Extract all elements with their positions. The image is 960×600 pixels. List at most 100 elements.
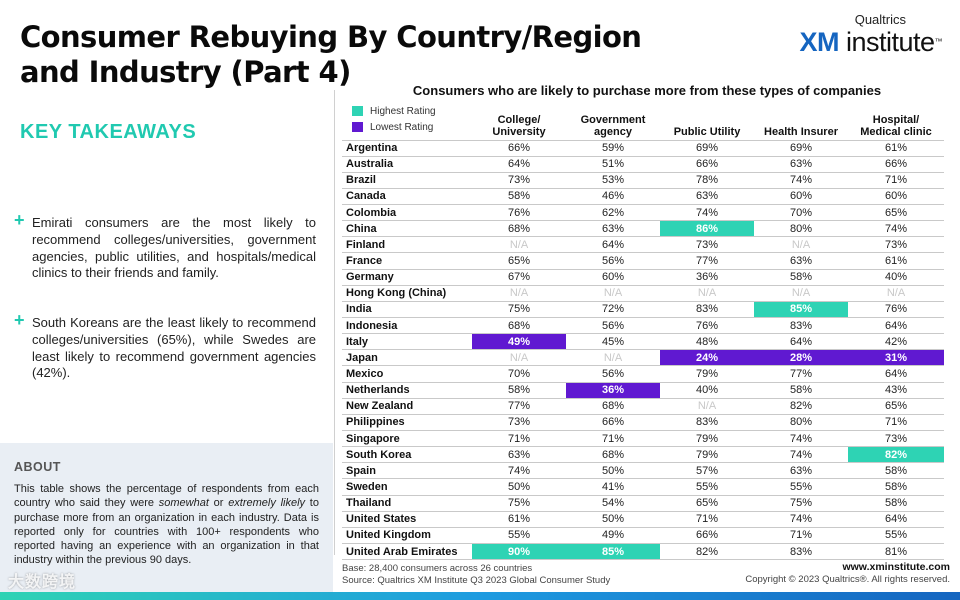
value-cell: 74% — [754, 446, 848, 464]
value-cell: 61% — [848, 252, 944, 270]
table-row: Philippines 73% 66% 83% 80% 71% — [342, 414, 944, 432]
ratings-table: College/University Government agency Publ… — [342, 108, 944, 561]
footer-base: Base: 28,400 consumers across 26 countri… — [342, 563, 533, 574]
value-cell: 69% — [660, 139, 754, 157]
lowest-rating-cell: 36% — [566, 382, 660, 399]
value-cell: 58% — [848, 462, 944, 480]
value-cell: 36% — [660, 269, 754, 286]
table-row: Spain 74% 50% 57% 63% 58% — [342, 462, 944, 480]
table-row: Netherlands 58% 36% 40% 58% 43% — [342, 382, 944, 399]
value-cell: 41% — [566, 478, 660, 496]
header-col-4: Hospital/Medical clinic — [860, 113, 932, 138]
country-cell: United Kingdom — [342, 527, 472, 545]
value-cell: 74% — [660, 204, 754, 222]
value-cell: 71% — [754, 527, 848, 545]
country-cell: Colombia — [342, 204, 472, 222]
value-cell: 58% — [472, 382, 566, 399]
divider — [334, 90, 335, 555]
value-cell: 45% — [566, 333, 660, 351]
value-cell: 73% — [848, 430, 944, 448]
table-row: United Kingdom 55% 49% 66% 71% 55% — [342, 527, 944, 545]
value-cell: 64% — [472, 156, 566, 173]
value-cell: 78% — [660, 172, 754, 189]
value-cell: 68% — [472, 220, 566, 238]
value-cell: N/A — [566, 349, 660, 367]
table-row: Argentina 66% 59% 69% 69% 61% — [342, 139, 944, 157]
legend-highest: Highest Rating — [352, 103, 436, 119]
value-cell: N/A — [472, 285, 566, 302]
value-cell: 66% — [566, 414, 660, 432]
value-cell: 66% — [472, 139, 566, 157]
country-cell: Netherlands — [342, 382, 472, 399]
footer-copyright: Copyright © 2023 Qualtrics®. All rights … — [745, 573, 950, 585]
country-cell: Singapore — [342, 430, 472, 448]
header-country — [342, 108, 472, 140]
legend-lowest-swatch — [352, 122, 363, 132]
about-text-part: or — [208, 497, 229, 510]
value-cell: 71% — [472, 430, 566, 448]
country-cell: Germany — [342, 269, 472, 286]
value-cell: 62% — [566, 204, 660, 222]
value-cell: N/A — [754, 285, 848, 302]
value-cell: 75% — [754, 495, 848, 512]
table-row: Indonesia 68% 56% 76% 83% 64% — [342, 317, 944, 335]
logo-xm: XM — [799, 27, 839, 57]
value-cell: 56% — [566, 365, 660, 383]
value-cell: 74% — [472, 462, 566, 480]
value-cell: 83% — [660, 414, 754, 432]
value-cell: 58% — [472, 188, 566, 206]
about-text-part: to purchase more from an organization in… — [14, 497, 319, 567]
value-cell: 75% — [472, 495, 566, 512]
value-cell: 40% — [848, 269, 944, 286]
value-cell: 58% — [848, 478, 944, 496]
about-panel: ABOUT This table shows the percentage of… — [0, 443, 333, 600]
table-row: Australia 64% 51% 66% 63% 66% — [342, 156, 944, 173]
country-cell: Philippines — [342, 414, 472, 432]
value-cell: 68% — [472, 317, 566, 335]
value-cell: 64% — [848, 511, 944, 528]
value-cell: 74% — [754, 511, 848, 528]
lowest-rating-cell: 31% — [848, 349, 944, 367]
legend-highest-swatch — [352, 106, 363, 116]
value-cell: 70% — [472, 365, 566, 383]
value-cell: 80% — [754, 414, 848, 432]
value-cell: 42% — [848, 333, 944, 351]
value-cell: 59% — [566, 139, 660, 157]
value-cell: 71% — [848, 172, 944, 189]
value-cell: 63% — [754, 462, 848, 480]
value-cell: 64% — [566, 236, 660, 254]
takeaway-text-1: Emirati consumers are the most likely to… — [32, 215, 316, 281]
legend-lowest: Lowest Rating — [352, 119, 436, 135]
country-cell: Finland — [342, 236, 472, 254]
value-cell: 73% — [472, 414, 566, 432]
footer-url[interactable]: www.xminstitute.com — [842, 561, 950, 573]
watermark: 大数跨境 — [8, 574, 77, 591]
value-cell: 79% — [660, 365, 754, 383]
country-cell: Argentina — [342, 139, 472, 157]
table-row: Japan N/A N/A 24% 28% 31% — [342, 349, 944, 367]
value-cell: 64% — [848, 365, 944, 383]
value-cell: 61% — [848, 139, 944, 157]
value-cell: 69% — [754, 139, 848, 157]
takeaway-text-2: South Koreans are the least likely to re… — [32, 315, 316, 381]
table-row: Finland N/A 64% 73% N/A 73% — [342, 236, 944, 254]
table-row: Italy 49% 45% 48% 64% 42% — [342, 333, 944, 351]
value-cell: 65% — [472, 252, 566, 270]
value-cell: 50% — [566, 511, 660, 528]
value-cell: N/A — [754, 236, 848, 254]
table-body: Argentina 66% 59% 69% 69% 61% Australia 64% 51% 6… — [342, 139, 944, 561]
highest-rating-cell: 90% — [472, 543, 566, 561]
value-cell: 63% — [472, 446, 566, 464]
value-cell: 83% — [660, 301, 754, 319]
table-row: Hong Kong (China) N/A N/A N/A N/A N/A — [342, 285, 944, 302]
country-cell: Hong Kong (China) — [342, 285, 472, 302]
value-cell: 73% — [848, 236, 944, 254]
header-col-1: Government agency — [580, 113, 646, 138]
value-cell: 83% — [754, 543, 848, 561]
value-cell: 72% — [566, 301, 660, 319]
value-cell: 77% — [472, 398, 566, 415]
takeaway-item-2: + South Koreans are the least likely to … — [14, 311, 316, 382]
value-cell: 63% — [754, 156, 848, 173]
value-cell: 63% — [754, 252, 848, 270]
value-cell: 53% — [566, 172, 660, 189]
